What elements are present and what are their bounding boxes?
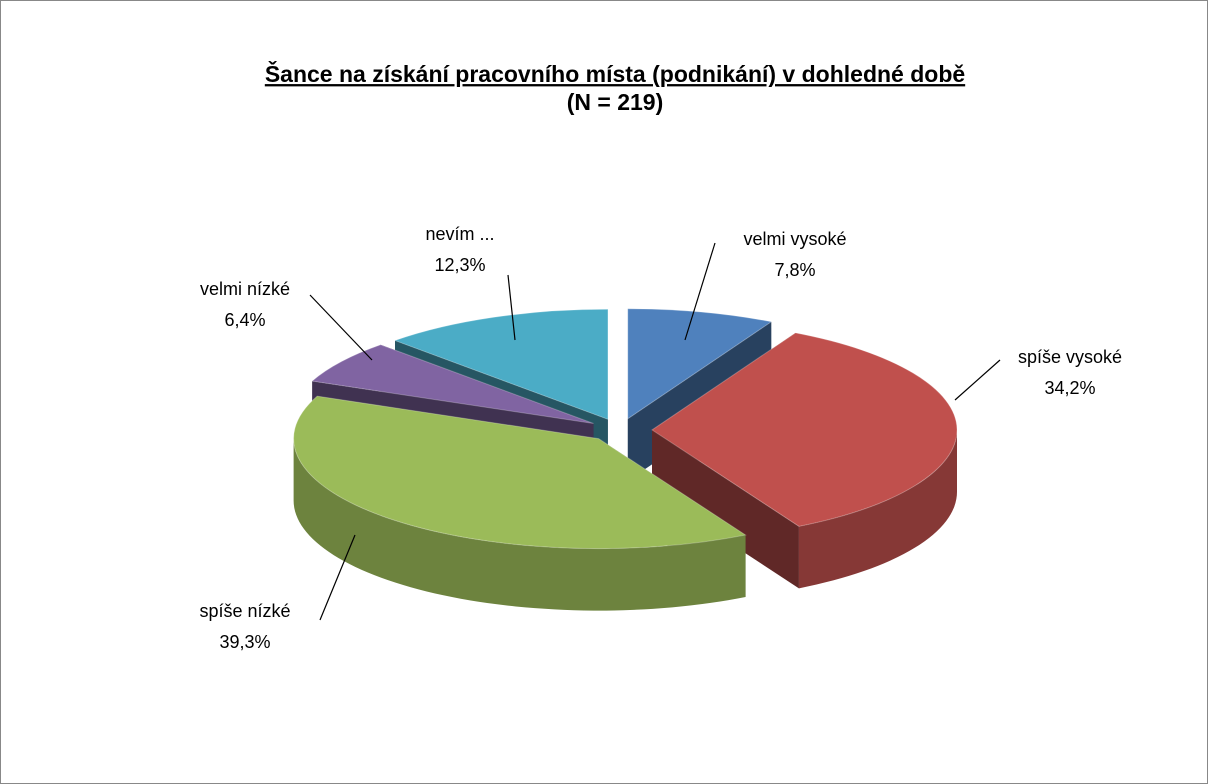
leader-line [954,359,1001,401]
slice [627,308,773,420]
slice-wall [293,438,746,611]
slice-value-label: 7,8% [774,260,815,280]
slice-label: velmi nízké [200,279,290,299]
slice [293,395,747,550]
slice-value-label: 34,2% [1044,378,1095,398]
slice-value-label: 39,3% [219,632,270,652]
slice-value-label: 6,4% [224,310,265,330]
slice-label: spíše nízké [199,601,290,621]
slice [393,308,609,421]
slice-label: spíše vysoké [1018,347,1122,367]
leader-line [684,242,716,341]
chart-title: Šance na získání pracovního místa (podni… [265,60,965,87]
slice-side [651,429,799,589]
slice-value-label: 12,3% [434,255,485,275]
slice [651,332,958,527]
slice-wall [798,429,957,589]
leader-line [309,294,373,361]
chart-subtitle: (N = 219) [567,89,664,115]
slice-label: velmi vysoké [743,229,846,249]
leader-line [507,274,516,341]
slice-label: nevím ... [425,224,494,244]
leader-line [319,534,356,621]
slice [310,344,594,425]
